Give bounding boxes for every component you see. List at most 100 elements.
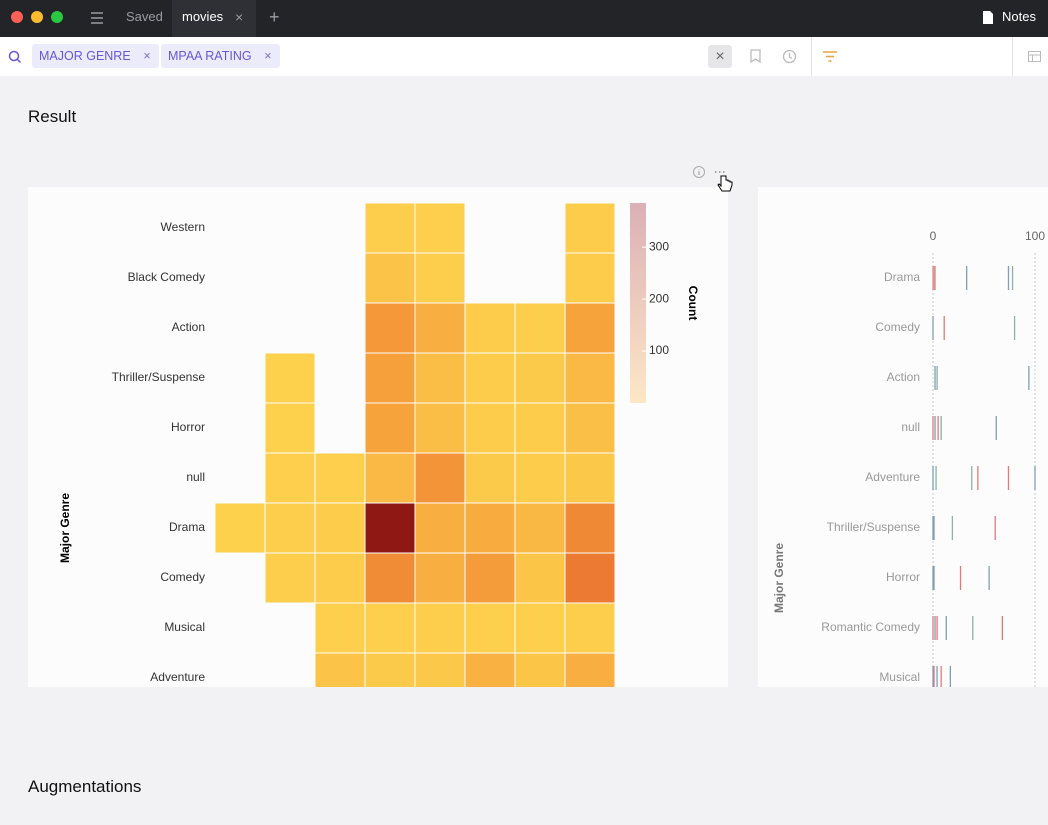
strip-card: 0 100 Drama Comedy Action null Adventure Thrill… [758, 187, 1048, 687]
row-label: Thriller/Suspense [827, 520, 921, 534]
heatmap-cell [515, 603, 565, 653]
heatmap-cell [365, 553, 415, 603]
row-label: Western [161, 220, 205, 234]
heatmap-cell [365, 403, 415, 453]
row-label: Black Comedy [128, 270, 205, 284]
heatmap-cell [315, 553, 365, 603]
bookmark-icon[interactable] [750, 49, 762, 64]
row-label: Action [887, 370, 920, 384]
legend-title: Count [686, 286, 700, 321]
heatmap-cell [365, 603, 415, 653]
heatmap-cell [415, 503, 465, 553]
x-tick-label: 100 [1025, 229, 1045, 243]
row-label: Musical [164, 620, 205, 634]
filter-bar: MAJOR GENRE × MPAA RATING × × [0, 37, 1048, 76]
heatmap-cell [565, 503, 615, 553]
heatmap-cell [565, 303, 615, 353]
title-bar: Saved movies × + Notes [0, 0, 1048, 37]
heatmap-cell [465, 403, 515, 453]
color-legend [630, 203, 646, 403]
row-label: Romantic Comedy [821, 620, 920, 634]
tab[interactable]: Saved [126, 9, 163, 24]
chart-actions [693, 166, 725, 178]
section-title: Result [28, 107, 77, 126]
heatmap-cell [415, 353, 465, 403]
heatmap-cell [265, 453, 315, 503]
heatmap-cell [565, 403, 615, 453]
heatmap-card: Western Black Comedy Action Thriller/Suspen… [28, 187, 728, 687]
heatmap-cell [565, 553, 615, 603]
divider [1012, 37, 1013, 76]
heatmap-cell [365, 453, 415, 503]
row-label: Horror [886, 570, 920, 584]
heatmap-cell [515, 303, 565, 353]
heatmap-cell [465, 603, 515, 653]
heatmap-cell [565, 603, 615, 653]
heatmap-cell [465, 653, 515, 687]
row-label: null [186, 470, 205, 484]
heatmap-cell [265, 353, 315, 403]
active-tab-bg [172, 0, 256, 37]
filter-chip[interactable]: MAJOR GENRE × [32, 44, 159, 68]
y-axis-label: Major Genre [772, 543, 786, 613]
legend-tick-label: 100 [649, 343, 669, 357]
heatmap-cell [415, 603, 465, 653]
heatmap-cell [465, 503, 515, 553]
legend-tick-label: 200 [649, 291, 669, 305]
info-icon[interactable] [693, 166, 705, 178]
row-label: Comedy [160, 570, 205, 584]
heatmap-cell [465, 453, 515, 503]
heatmap-cell [515, 353, 565, 403]
heatmap-cell [465, 303, 515, 353]
zoom-window[interactable] [51, 11, 63, 23]
heatmap-cell [515, 403, 565, 453]
heatmap-cell [415, 653, 465, 687]
heatmap-cell [465, 353, 515, 403]
heatmap-cell [565, 253, 615, 303]
tab-close[interactable]: × [235, 9, 244, 25]
row-label: Adventure [865, 470, 920, 484]
heatmap-cell [415, 303, 465, 353]
filter-icon[interactable] [823, 51, 837, 63]
filter-chip[interactable]: MPAA RATING × [161, 44, 280, 68]
heatmap-cell [515, 453, 565, 503]
row-label: Musical [879, 670, 920, 684]
close-window[interactable] [11, 11, 23, 23]
notes-button[interactable]: Notes [1002, 9, 1036, 24]
heatmap-cell [515, 503, 565, 553]
history-icon[interactable] [782, 49, 797, 64]
row-label: Comedy [875, 320, 920, 334]
heatmap-cell [365, 303, 415, 353]
heatmap-cell [565, 353, 615, 403]
minimize-window[interactable] [31, 11, 43, 23]
legend-tick-label: 300 [649, 239, 669, 253]
divider [811, 37, 812, 76]
heatmap-cell [415, 553, 465, 603]
heatmap-cell [365, 503, 415, 553]
heatmap-cell [315, 653, 365, 687]
menu-icon[interactable] [90, 11, 104, 25]
heatmap-cell [565, 653, 615, 687]
heatmap-cell [465, 553, 515, 603]
row-label: null [901, 420, 920, 434]
heatmap-cell [265, 553, 315, 603]
row-label: Horror [171, 420, 205, 434]
heatmap-cell [315, 603, 365, 653]
clear-button[interactable]: × [708, 45, 732, 68]
heatmap-cell [565, 203, 615, 253]
section-title: Augmentations [28, 777, 142, 796]
heatmap-cell [215, 503, 265, 553]
y-axis-label: Major Genre [58, 493, 72, 563]
table-icon[interactable] [1028, 51, 1041, 62]
heatmap-cell [515, 653, 565, 687]
row-label: Adventure [150, 670, 205, 684]
tab[interactable]: movies [182, 9, 224, 24]
heatmap-cell [415, 403, 465, 453]
search-icon [8, 50, 22, 64]
heatmap-cell [415, 453, 465, 503]
heatmap-cell [565, 453, 615, 503]
row-label: Thriller/Suspense [112, 370, 206, 384]
new-tab[interactable]: + [269, 7, 280, 27]
heatmap-cell [365, 653, 415, 687]
